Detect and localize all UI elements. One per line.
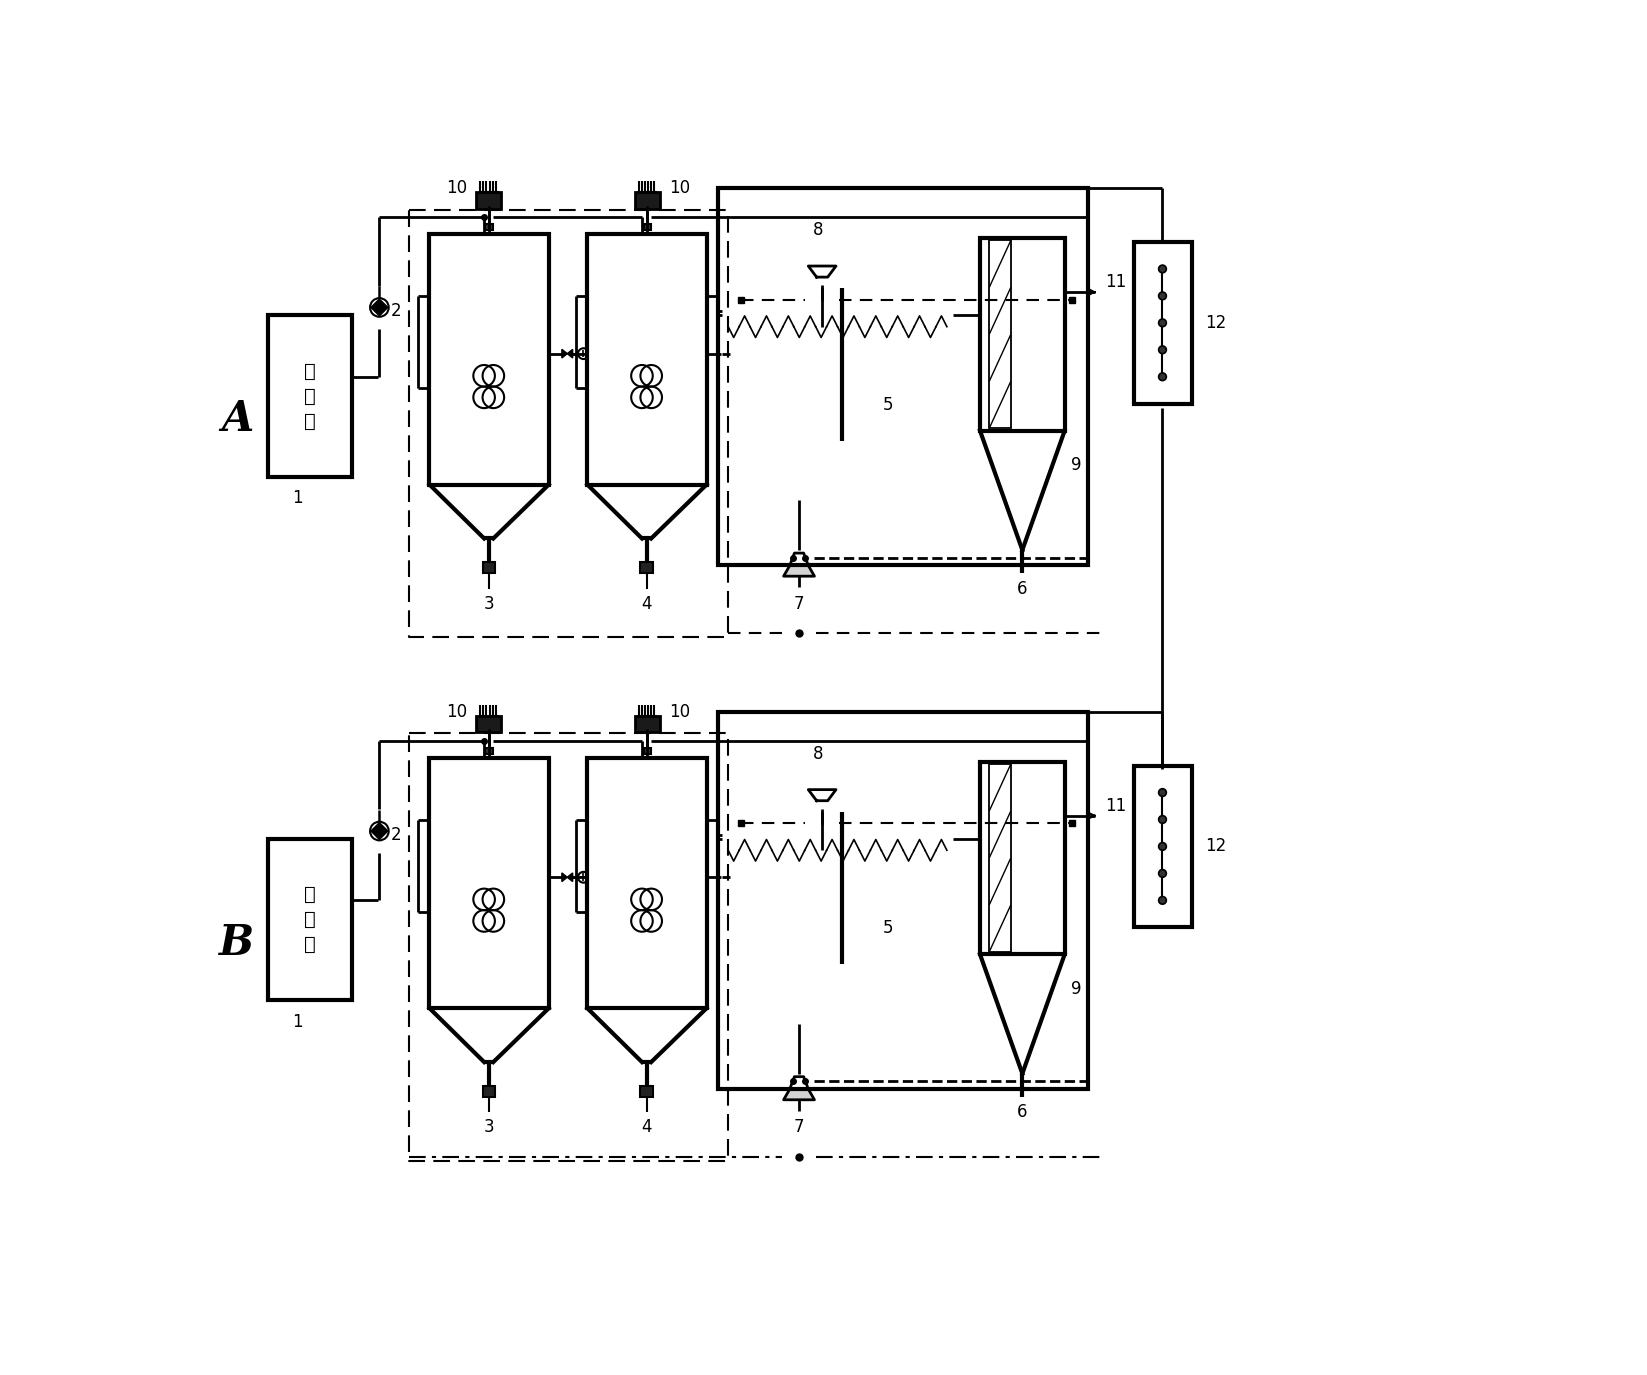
- Text: 5: 5: [883, 396, 894, 414]
- Bar: [817, 800, 828, 808]
- Bar: [484, 748, 492, 754]
- Bar: [268, 839, 352, 1001]
- Text: 8: 8: [814, 745, 824, 763]
- Bar: [588, 758, 707, 1008]
- Text: 6: 6: [1018, 579, 1028, 598]
- Circle shape: [1158, 319, 1166, 327]
- Polygon shape: [809, 265, 837, 278]
- Bar: [268, 315, 352, 477]
- Text: 12: 12: [1206, 837, 1227, 855]
- Bar: [636, 715, 660, 733]
- Text: 11: 11: [1105, 274, 1127, 292]
- Polygon shape: [725, 873, 731, 881]
- Bar: [990, 241, 1011, 429]
- Text: 10: 10: [446, 179, 468, 197]
- Bar: [641, 562, 652, 573]
- Bar: [476, 715, 501, 733]
- Bar: [644, 224, 651, 231]
- Text: 10: 10: [669, 703, 690, 720]
- Bar: [476, 193, 501, 209]
- Polygon shape: [791, 1077, 809, 1089]
- Bar: [718, 188, 1087, 565]
- Text: 12: 12: [1206, 314, 1227, 331]
- Polygon shape: [371, 298, 387, 316]
- Bar: [817, 278, 828, 286]
- Polygon shape: [562, 349, 567, 358]
- Text: B: B: [219, 921, 255, 964]
- Text: 1: 1: [292, 1013, 303, 1031]
- Circle shape: [1158, 373, 1166, 381]
- Bar: [721, 811, 954, 1023]
- Circle shape: [1158, 265, 1166, 272]
- Bar: [483, 1086, 494, 1097]
- Text: 5: 5: [883, 920, 894, 938]
- Polygon shape: [784, 565, 815, 576]
- Text: 10: 10: [446, 703, 468, 720]
- Circle shape: [1158, 896, 1166, 905]
- Text: 3: 3: [484, 595, 494, 613]
- Circle shape: [1158, 346, 1166, 353]
- Polygon shape: [371, 822, 387, 840]
- Text: 1: 1: [292, 490, 303, 507]
- Text: 4: 4: [641, 1118, 652, 1137]
- Text: 2: 2: [390, 826, 402, 844]
- Polygon shape: [809, 789, 837, 800]
- Text: 11: 11: [1105, 798, 1127, 815]
- Circle shape: [1158, 843, 1166, 850]
- Text: 8: 8: [814, 221, 824, 239]
- Polygon shape: [562, 873, 567, 881]
- Bar: [484, 224, 492, 231]
- Circle shape: [1158, 292, 1166, 300]
- Bar: [430, 234, 548, 484]
- Bar: [644, 748, 651, 754]
- Polygon shape: [791, 553, 809, 565]
- Text: A: A: [221, 399, 254, 440]
- Text: 集
水
桶: 集 水 桶: [305, 362, 316, 430]
- Text: 9: 9: [1071, 456, 1082, 474]
- Polygon shape: [567, 349, 573, 358]
- Text: 4: 4: [641, 595, 652, 613]
- Polygon shape: [784, 1089, 815, 1100]
- Circle shape: [1158, 869, 1166, 877]
- Bar: [980, 762, 1064, 954]
- Bar: [430, 758, 548, 1008]
- Bar: [1135, 242, 1192, 404]
- Text: 2: 2: [390, 302, 402, 320]
- Text: 9: 9: [1071, 980, 1082, 998]
- Text: 3: 3: [484, 1118, 494, 1137]
- Polygon shape: [720, 873, 725, 881]
- Bar: [588, 234, 707, 484]
- Bar: [641, 1086, 652, 1097]
- Text: 集
水
桶: 集 水 桶: [305, 886, 316, 954]
- Bar: [1135, 766, 1192, 927]
- Text: 7: 7: [794, 1118, 804, 1137]
- Bar: [980, 238, 1064, 430]
- Text: 7: 7: [794, 595, 804, 613]
- Polygon shape: [725, 349, 731, 358]
- Text: 10: 10: [669, 179, 690, 197]
- Text: 6: 6: [1018, 1103, 1028, 1121]
- Bar: [636, 193, 660, 209]
- Circle shape: [1158, 815, 1166, 824]
- Polygon shape: [567, 873, 573, 881]
- Bar: [483, 562, 494, 573]
- Bar: [990, 765, 1011, 952]
- Bar: [721, 289, 954, 500]
- Bar: [718, 712, 1087, 1089]
- Circle shape: [1158, 789, 1166, 796]
- Polygon shape: [720, 349, 725, 358]
